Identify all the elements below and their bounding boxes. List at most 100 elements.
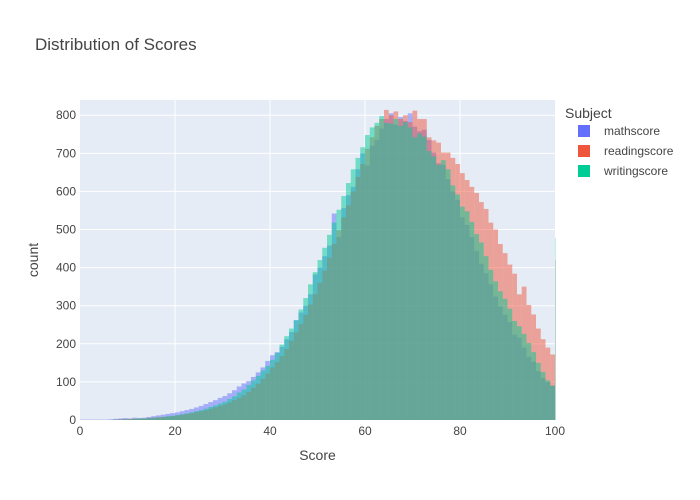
bar-writingscore: [194, 411, 199, 420]
bar-writingscore: [498, 291, 503, 420]
bar-writingscore: [293, 320, 299, 420]
bar-writingscore: [213, 405, 218, 420]
x-tick-label: 20: [168, 424, 182, 438]
bar-writingscore: [146, 418, 152, 420]
bar-writingscore: [350, 169, 356, 420]
bar-writingscore: [208, 407, 213, 420]
bar-writingscore: [483, 256, 489, 420]
x-tick-label: 40: [263, 424, 277, 438]
bar-writingscore: [165, 416, 171, 420]
bar-writingscore: [184, 413, 190, 420]
bar-writingscore: [298, 309, 304, 420]
bar-writingscore: [236, 392, 242, 420]
bar-mathscore: [108, 419, 114, 420]
bar-writingscore: [327, 234, 332, 420]
bar-writingscore: [227, 399, 232, 420]
legend-swatch-mathscore: [578, 125, 590, 137]
bar-writingscore: [151, 417, 156, 420]
legend-label-readingscore: readingscore: [604, 144, 674, 158]
bar-writingscore: [379, 116, 384, 420]
bar-writingscore: [417, 133, 422, 420]
y-tick-label: 500: [56, 223, 76, 237]
bar-writingscore: [198, 410, 204, 420]
bar-writingscore: [132, 418, 137, 420]
bar-writingscore: [137, 418, 142, 420]
bar-writingscore: [312, 272, 318, 420]
bar-writingscore: [507, 308, 513, 420]
bar-writingscore: [355, 157, 361, 420]
bar-writingscore: [341, 196, 346, 420]
bar-writingscore: [412, 137, 418, 421]
bar-writingscore: [388, 123, 394, 420]
bar-writingscore: [308, 284, 313, 420]
bar-writingscore: [156, 417, 161, 420]
bar-writingscore: [279, 344, 285, 420]
y-tick-label: 800: [56, 108, 76, 122]
legend-items[interactable]: mathscore readingscore writingscore: [578, 124, 674, 178]
legend-label-mathscore: mathscore: [604, 124, 660, 138]
y-tick-label: 600: [56, 184, 76, 198]
legend-title: Subject: [565, 105, 612, 121]
bar-writingscore: [127, 419, 133, 420]
bar-writingscore: [407, 127, 413, 420]
bar-writingscore: [436, 164, 441, 420]
bar-writingscore: [422, 136, 427, 421]
y-tick-label: 400: [56, 261, 76, 275]
legend[interactable]: Subject mathscore readingscore writingscor…: [565, 105, 674, 178]
bar-writingscore: [502, 298, 508, 420]
bar-writingscore: [431, 156, 437, 420]
x-tick-label: 60: [358, 424, 372, 438]
legend-swatch-readingscore: [578, 145, 590, 157]
bar-writingscore: [360, 147, 365, 420]
bar-writingscore: [203, 408, 209, 420]
y-tick-label: 0: [69, 413, 76, 427]
bar-writingscore: [265, 365, 270, 420]
bar-writingscore: [512, 320, 517, 420]
bar-writingscore: [170, 415, 175, 420]
bar-writingscore: [336, 209, 342, 420]
bar-writingscore: [369, 127, 375, 420]
bar-writingscore: [122, 419, 128, 420]
bar-writingscore: [493, 281, 498, 420]
bar-writingscore: [251, 380, 256, 420]
bar-writingscore: [474, 234, 479, 420]
series-writingscore: [113, 116, 556, 421]
legend-swatch-writingscore: [578, 165, 590, 177]
bar-writingscore: [365, 135, 370, 421]
bar-writingscore: [426, 151, 432, 421]
bar-writingscore: [441, 160, 446, 420]
x-tick-label: 100: [545, 424, 565, 438]
bar-writingscore: [274, 352, 280, 420]
histogram-bars: [80, 109, 556, 421]
bar-writingscore: [550, 385, 555, 420]
bar-writingscore: [232, 396, 237, 420]
bar-writingscore: [393, 119, 399, 421]
bar-writingscore: [460, 206, 465, 420]
bar-writingscore: [189, 412, 194, 420]
y-tick-label: 200: [56, 337, 76, 351]
x-tick-label: 80: [453, 424, 467, 438]
bar-writingscore: [540, 372, 546, 420]
x-axis-ticks: 0 20 40 60 80 100: [77, 424, 566, 438]
chart-title: Distribution of Scores: [35, 35, 197, 54]
bar-writingscore: [289, 328, 294, 420]
x-axis-title: Score: [299, 447, 336, 463]
bar-writingscore: [217, 403, 223, 420]
y-axis-title: count: [25, 243, 41, 277]
bar-writingscore: [322, 247, 327, 420]
bar-writingscore: [479, 242, 484, 420]
bar-writingscore: [317, 260, 323, 420]
bar-writingscore: [464, 211, 470, 420]
bar-writingscore: [260, 370, 266, 420]
bar-writingscore: [445, 169, 451, 420]
legend-label-writingscore: writingscore: [603, 164, 668, 178]
y-tick-label: 300: [56, 299, 76, 313]
bar-writingscore: [374, 122, 380, 420]
bar-mathscore: [122, 418, 128, 420]
y-tick-label: 700: [56, 146, 76, 160]
bar-writingscore: [403, 122, 408, 420]
bar-writingscore: [141, 418, 147, 420]
bar-writingscore: [517, 326, 522, 420]
bar-writingscore: [346, 183, 351, 420]
